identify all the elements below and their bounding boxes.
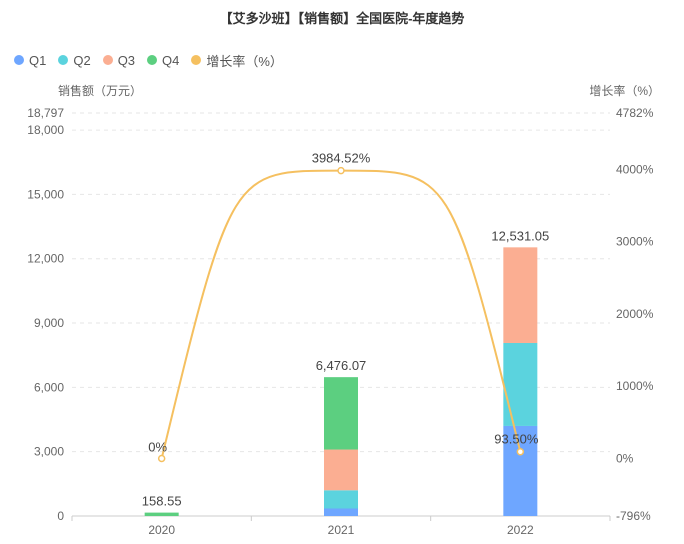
x-tick-label: 2021 xyxy=(328,523,355,537)
y-left-axis-title: 销售额（万元） xyxy=(58,84,143,98)
growth-label: 0% xyxy=(148,439,167,454)
bar-total-label: 158.55 xyxy=(142,494,182,509)
bar-segment-q3 xyxy=(324,449,358,491)
y-left-tick-label: 9,000 xyxy=(34,316,64,330)
x-tick-label: 2022 xyxy=(507,523,534,537)
bar-segment-q4 xyxy=(324,377,358,450)
growth-label: 93.50% xyxy=(494,432,539,447)
y-left-tick-label: 18,000 xyxy=(27,123,64,137)
legend-item-q4[interactable]: Q4 xyxy=(147,53,179,68)
x-tick-label: 2020 xyxy=(148,523,175,537)
y-right-tick-label: 4000% xyxy=(616,162,654,176)
y-left-tick-label: 0 xyxy=(57,509,64,523)
legend-marker-q2 xyxy=(58,55,69,65)
y-left-tick-label: 18,797 xyxy=(27,106,64,120)
y-right-tick-label: -796% xyxy=(616,509,651,523)
bar-segment-q2 xyxy=(324,490,358,509)
legend-item-growth[interactable]: 增长率（%） xyxy=(191,51,283,70)
y-right-tick-label: 0% xyxy=(616,451,634,465)
legend-item-q3[interactable]: Q3 xyxy=(102,52,136,68)
legend-label-q3: Q3 xyxy=(117,52,136,68)
bar-segment-q4 xyxy=(144,512,179,516)
legend: Q1 Q2 Q3 Q4 增长率（%） xyxy=(14,51,283,69)
legend-label-q1: Q1 xyxy=(29,52,47,68)
bar-total-label: 6,476.07 xyxy=(316,358,367,373)
y-right-tick-label: 4782% xyxy=(616,106,654,120)
y-right-axis-title: 增长率（%） xyxy=(589,84,660,98)
chart-title: 【艾多沙班】【销售额】全国医院-年度趋势 xyxy=(219,11,465,26)
legend-item-q2[interactable]: Q2 xyxy=(58,52,91,68)
legend-label-q2: Q2 xyxy=(73,52,91,68)
bar-segment-q3 xyxy=(503,247,538,343)
growth-point xyxy=(157,454,166,463)
y-right-tick-label: 1000% xyxy=(616,379,654,393)
bar-segment-q1 xyxy=(324,508,358,516)
legend-marker-q4 xyxy=(147,55,158,65)
y-left-tick-label: 15,000 xyxy=(27,187,64,201)
growth-point xyxy=(337,166,345,175)
bar-total-label: 12,531.05 xyxy=(491,228,549,243)
growth-point xyxy=(516,447,525,456)
y-right-tick-label: 3000% xyxy=(616,235,654,249)
legend-marker-q3 xyxy=(102,55,113,65)
bar-segment-q1 xyxy=(503,425,538,516)
legend-marker-growth xyxy=(191,55,202,65)
bar-segment-q2 xyxy=(503,342,538,426)
y-left-tick-label: 3,000 xyxy=(34,445,64,459)
y-right-tick-label: 2000% xyxy=(616,307,654,321)
legend-marker-q1 xyxy=(14,55,24,65)
y-left-tick-label: 6,000 xyxy=(34,380,64,394)
y-left-tick-label: 12,000 xyxy=(27,252,64,266)
legend-item-q1[interactable]: Q1 xyxy=(14,53,46,68)
legend-label-q4: Q4 xyxy=(162,52,180,68)
growth-label: 3984.52% xyxy=(312,151,371,166)
legend-label-growth: 增长率（%） xyxy=(206,53,283,69)
